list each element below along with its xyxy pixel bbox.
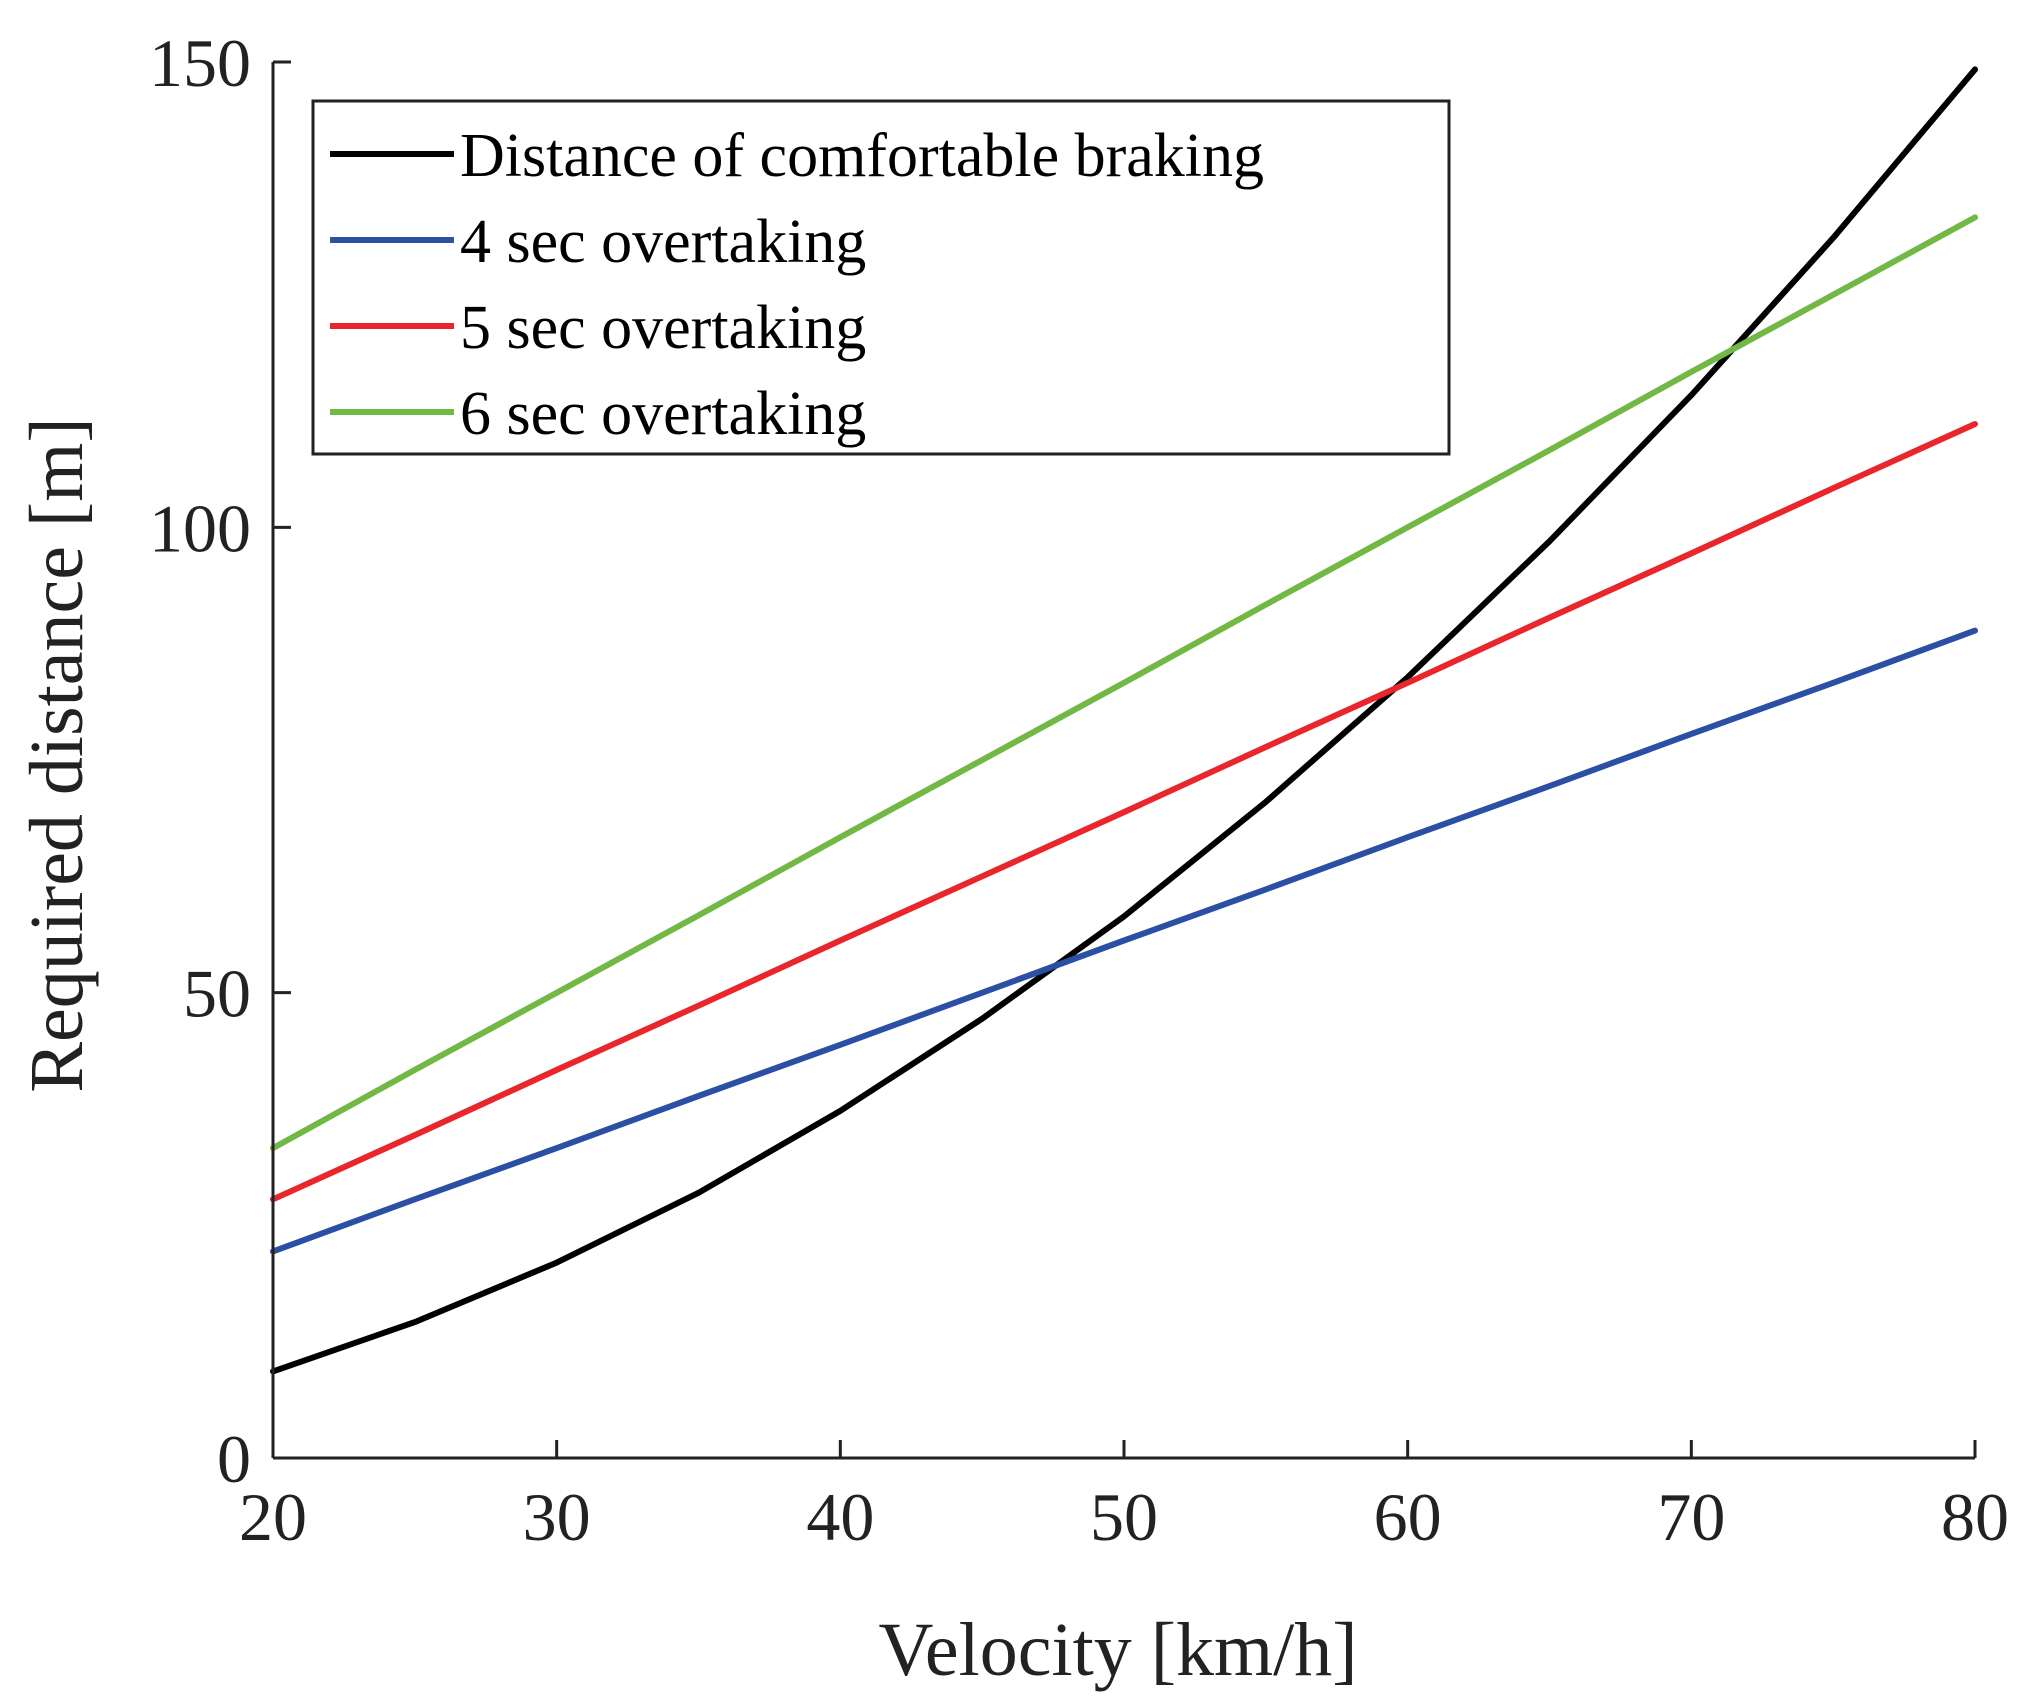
legend-label-2: 4 sec overtaking — [460, 208, 866, 276]
series-line-4 — [270, 214, 1978, 1152]
x-tick-label: 20 — [239, 1479, 307, 1555]
series-line-1 — [270, 66, 1978, 1375]
y-tick-label: 50 — [183, 956, 251, 1032]
x-tick-label: 70 — [1657, 1479, 1725, 1555]
plot-series-group — [270, 66, 1978, 1375]
series-line-2 — [270, 627, 1978, 1255]
x-axis-title: Velocity [km/h] — [878, 1608, 1357, 1692]
y-tick-label: 100 — [149, 490, 251, 566]
legend-label-1: Distance of comfortable braking — [460, 122, 1264, 190]
x-tick-label: 60 — [1374, 1479, 1442, 1555]
legend-box — [311, 99, 1451, 456]
x-tick-label: 80 — [1941, 1479, 2009, 1555]
legend-label-3: 5 sec overtaking — [460, 294, 866, 362]
y-tick-label: 0 — [217, 1421, 251, 1497]
x-tick-label: 30 — [523, 1479, 591, 1555]
y-axis-title: Required distance [m] — [15, 417, 99, 1092]
y-ticks-group: 0 50 100 150 — [149, 25, 291, 1497]
series-line-3 — [270, 421, 1978, 1203]
legend-label-4: 6 sec overtaking — [460, 380, 866, 448]
x-tick-label: 40 — [806, 1479, 874, 1555]
x-ticks-group: 20 30 40 50 60 70 80 — [239, 1440, 2009, 1555]
y-tick-label: 150 — [149, 25, 251, 101]
legend: Distance of comfortable braking 4 sec ove… — [311, 99, 1451, 456]
x-tick-label: 50 — [1090, 1479, 1158, 1555]
